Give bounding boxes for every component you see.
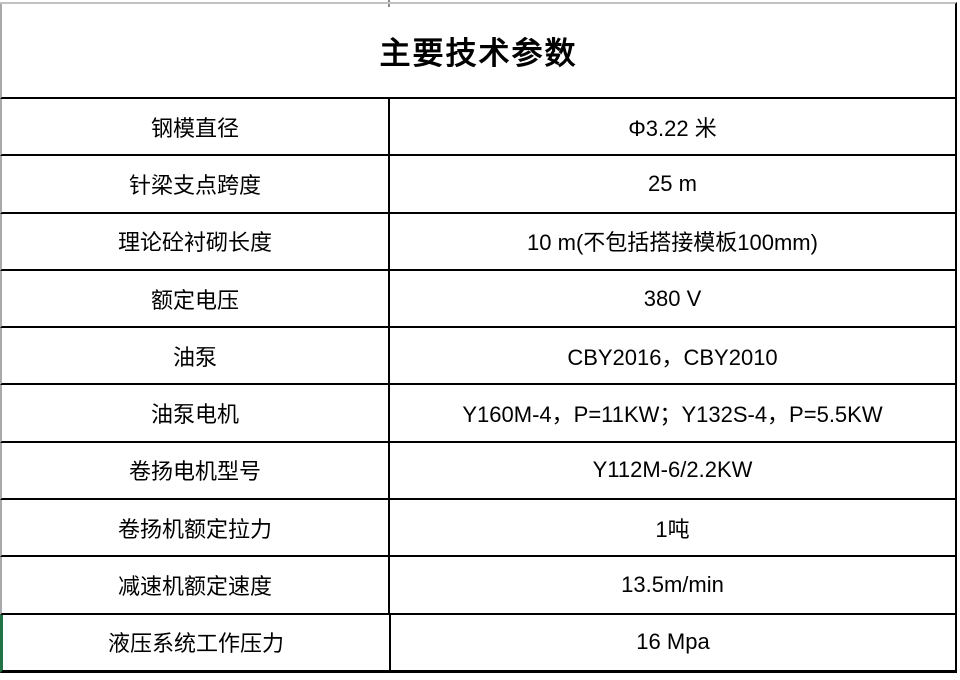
param-label-lining-length[interactable]: 理论砼衬砌长度 bbox=[2, 213, 390, 269]
table-row: 减速机额定速度 13.5m/min bbox=[0, 557, 955, 615]
table-row: 额定电压 380 V bbox=[0, 270, 955, 329]
table-title: 主要技术参数 bbox=[379, 36, 578, 71]
table-row: 卷扬电机型号 Y112M-6/2.2KW bbox=[0, 442, 955, 501]
param-value-hydraulic-working-pressure[interactable]: 16 Mpa bbox=[636, 629, 710, 655]
table-row: 理论砼衬砌长度 10 m(不包括搭接模板100mm) bbox=[0, 213, 955, 271]
param-label-oil-pump[interactable]: 油泵 bbox=[2, 328, 390, 384]
param-value-reducer-rated-speed[interactable]: 13.5m/min bbox=[621, 572, 724, 598]
param-value-needle-beam-span[interactable]: 25 m bbox=[648, 170, 697, 196]
param-value-hoist-motor-model[interactable]: Y112M-6/2.2KW bbox=[592, 457, 753, 483]
param-value-oil-pump[interactable]: CBY2016，CBY2010 bbox=[567, 344, 778, 370]
table-row: 液压系统工作压力 16 Mpa bbox=[0, 614, 955, 673]
table-title-cell[interactable]: 主要技术参数 bbox=[0, 4, 955, 99]
param-value-oil-pump-motor[interactable]: Y160M-4，P=11KW；Y132S-4，P=5.5KW bbox=[462, 402, 883, 428]
table-row: 油泵 CBY2016，CBY2010 bbox=[0, 328, 955, 386]
param-value-lining-length[interactable]: 10 m(不包括搭接模板100mm) bbox=[527, 230, 818, 256]
param-label-rated-voltage[interactable]: 额定电压 bbox=[2, 270, 390, 327]
param-label-hydraulic-working-pressure[interactable]: 液压系统工作压力 bbox=[3, 614, 391, 670]
param-value-rated-voltage[interactable]: 380 V bbox=[643, 285, 702, 311]
param-label-oil-pump-motor[interactable]: 油泵电机 bbox=[2, 385, 390, 441]
param-value-hoist-rated-pull[interactable]: 1吨 bbox=[655, 516, 690, 542]
table-row: 针梁支点跨度 25 m bbox=[0, 156, 955, 214]
param-label-needle-beam-span[interactable]: 针梁支点跨度 bbox=[2, 156, 390, 212]
param-label-reducer-rated-speed[interactable]: 减速机额定速度 bbox=[2, 557, 390, 613]
param-label-hoist-motor-model[interactable]: 卷扬电机型号 bbox=[2, 442, 390, 499]
param-label-steel-mold-diameter[interactable]: 钢模直径 bbox=[2, 99, 390, 155]
table-row: 钢模直径 Φ3.22 米 bbox=[0, 99, 955, 157]
param-value-steel-mold-diameter[interactable]: Φ3.22 米 bbox=[628, 115, 717, 141]
table-row: 卷扬机额定拉力 1吨 bbox=[0, 500, 955, 558]
param-label-hoist-rated-pull[interactable]: 卷扬机额定拉力 bbox=[2, 500, 390, 556]
table-row: 油泵电机 Y160M-4，P=11KW；Y132S-4，P=5.5KW bbox=[0, 385, 955, 443]
